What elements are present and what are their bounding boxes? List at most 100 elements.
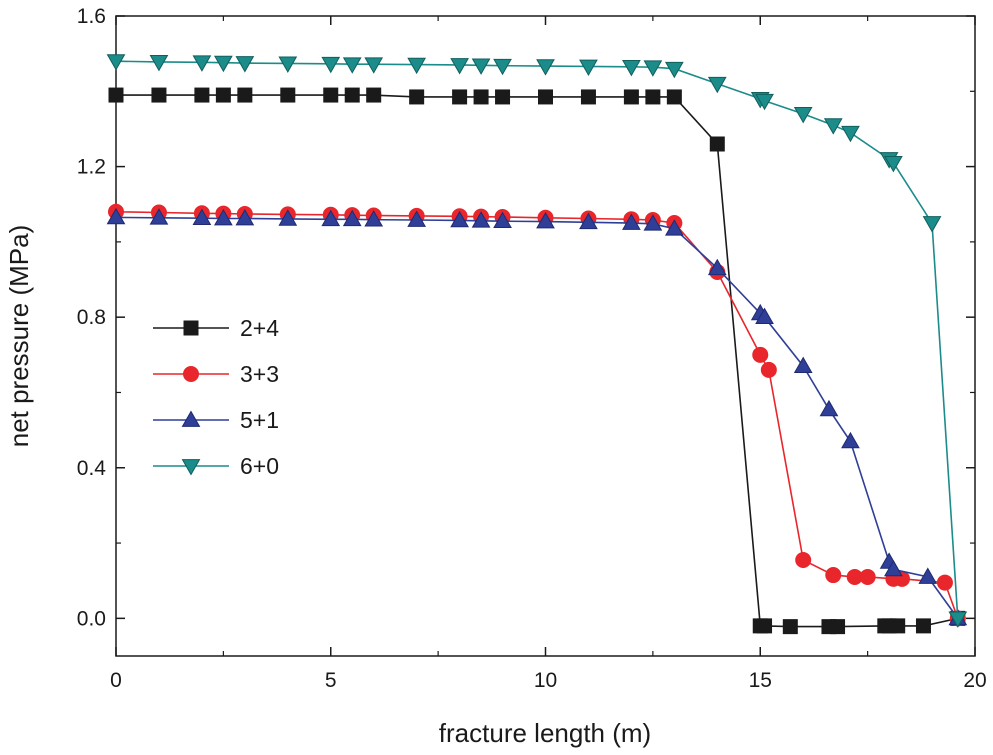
series-layer — [106, 54, 968, 635]
data-point — [884, 155, 903, 173]
data-point — [793, 107, 813, 124]
series-line — [115, 60, 959, 619]
data-point — [344, 87, 360, 103]
data-point — [830, 619, 846, 635]
data-point — [643, 214, 663, 231]
data-point — [622, 59, 641, 77]
data-point — [473, 89, 489, 105]
data-point — [192, 55, 212, 72]
x-axis-ticks: 0 5 10 15 20 — [110, 16, 987, 692]
legend-item: 5+1 — [153, 407, 279, 433]
data-point — [580, 89, 596, 105]
data-point — [795, 552, 812, 568]
legend-marker — [183, 366, 199, 382]
data-point — [664, 219, 684, 236]
data-point — [278, 209, 298, 226]
data-point — [707, 258, 727, 276]
y-tick-label: 0.0 — [77, 607, 106, 630]
y-tick-label: 1.2 — [77, 156, 106, 179]
data-point — [915, 618, 931, 634]
data-point — [278, 56, 298, 73]
data-point — [757, 618, 773, 634]
data-point — [825, 567, 842, 584]
data-point — [755, 93, 774, 111]
data-point — [450, 210, 469, 228]
data-point — [106, 54, 126, 71]
data-point — [536, 59, 555, 76]
data-point — [407, 57, 427, 75]
data-point — [407, 210, 427, 227]
data-point — [235, 209, 255, 226]
data-point — [495, 89, 511, 105]
data-point — [664, 61, 684, 79]
data-point — [752, 346, 769, 363]
data-point — [321, 209, 341, 227]
data-point — [782, 619, 798, 635]
data-point — [493, 58, 512, 76]
data-point — [151, 87, 167, 103]
legend-label: 2+4 — [240, 315, 279, 341]
y-axis-ticks: 0.0 0.4 0.8 1.2 1.6 — [77, 5, 975, 630]
data-point — [579, 212, 598, 230]
y-tick-label: 0.4 — [77, 457, 107, 480]
legend-marker — [183, 320, 199, 336]
data-point — [192, 208, 212, 226]
data-point — [579, 59, 598, 76]
x-tick-label: 20 — [963, 669, 986, 692]
data-point — [623, 89, 639, 105]
data-point — [645, 89, 661, 105]
data-point — [194, 87, 210, 103]
data-point — [214, 209, 233, 226]
data-point — [364, 57, 384, 74]
data-point — [342, 209, 362, 227]
data-point — [106, 207, 126, 225]
data-point — [493, 211, 512, 229]
data-point — [707, 76, 727, 94]
data-point — [890, 618, 906, 634]
data-point — [471, 58, 491, 75]
legend-marker — [181, 410, 201, 427]
data-point — [841, 431, 860, 449]
y-axis-title: net pressure (MPa) — [4, 225, 34, 448]
legend-label: 6+0 — [240, 453, 279, 479]
y-tick-label: 1.6 — [77, 5, 106, 28]
data-point — [859, 568, 876, 585]
data-point — [364, 210, 384, 227]
legend-label: 5+1 — [240, 407, 279, 433]
data-point — [666, 89, 682, 105]
series-6+0 — [106, 54, 968, 628]
data-point — [823, 118, 843, 135]
x-tick-label: 10 — [534, 669, 557, 692]
data-point — [471, 211, 491, 228]
x-tick-label: 5 — [325, 669, 337, 692]
x-tick-label: 15 — [749, 669, 772, 692]
data-point — [709, 136, 725, 152]
data-point — [237, 87, 253, 103]
data-point — [643, 60, 663, 77]
data-point — [235, 56, 255, 73]
y-tick-label: 0.8 — [77, 306, 106, 329]
data-point — [450, 58, 469, 75]
legend-marker — [181, 459, 201, 476]
legend-label: 3+3 — [240, 361, 279, 387]
data-point — [536, 212, 555, 229]
data-point — [321, 56, 341, 74]
series-5+1 — [106, 207, 968, 626]
legend-item: 6+0 — [153, 453, 279, 479]
data-point — [149, 208, 169, 225]
data-point — [108, 87, 124, 103]
legend-item: 3+3 — [153, 361, 279, 387]
series-line — [115, 216, 959, 619]
data-point — [452, 89, 468, 105]
data-point — [948, 611, 968, 628]
data-point — [149, 55, 169, 72]
x-axis-title: fracture length (m) — [439, 718, 651, 748]
data-point — [366, 87, 382, 103]
data-point — [280, 87, 296, 103]
data-point — [622, 213, 641, 230]
data-point — [342, 57, 362, 74]
data-point — [884, 559, 903, 577]
data-point — [755, 307, 774, 325]
series-2+4 — [108, 87, 966, 635]
